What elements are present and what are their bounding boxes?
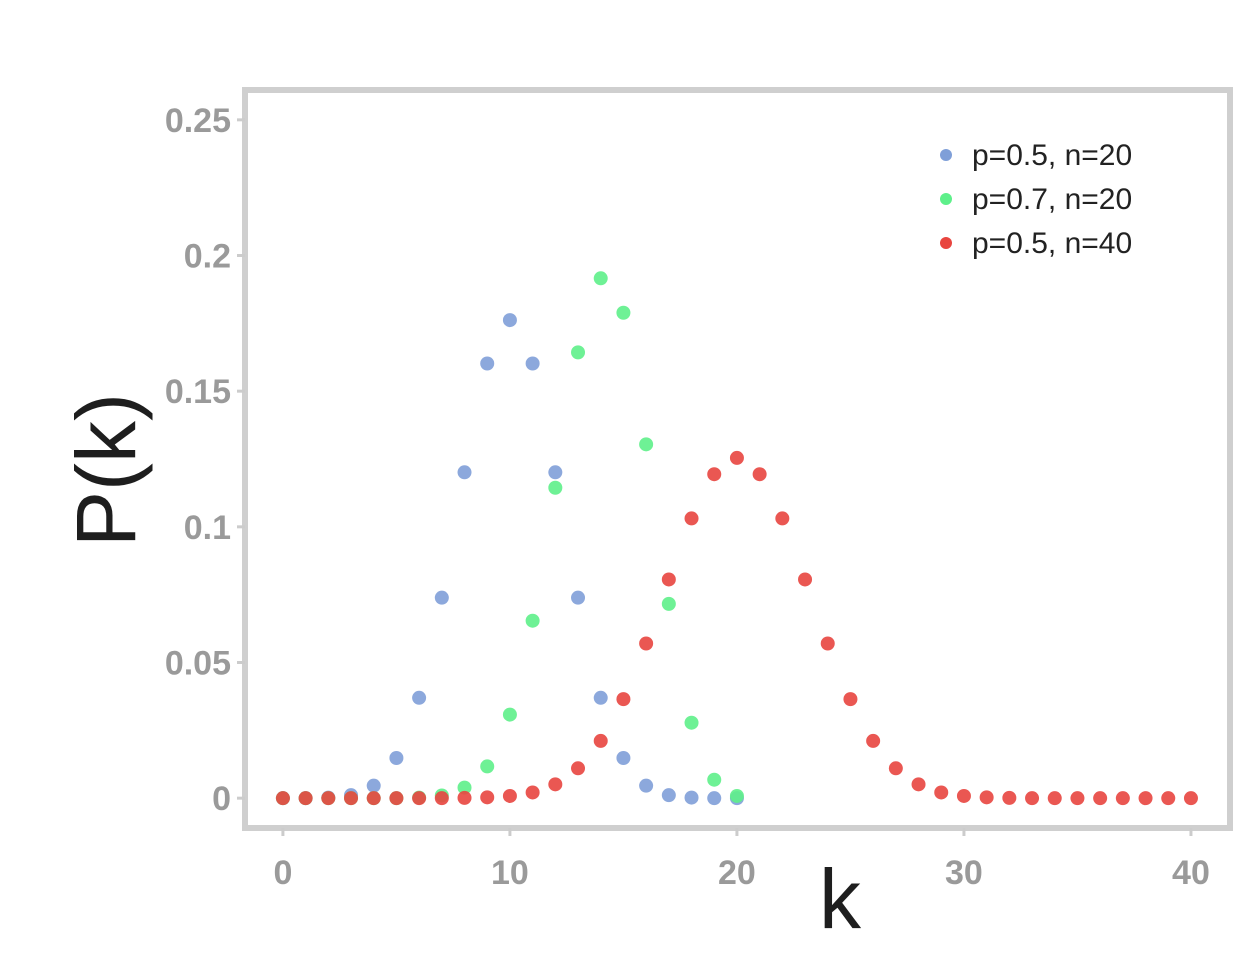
data-point — [729, 788, 744, 803]
data-point — [321, 791, 336, 806]
data-point — [525, 356, 540, 371]
data-point — [571, 590, 586, 605]
data-point — [639, 636, 654, 651]
data-point — [934, 785, 949, 800]
data-point — [571, 761, 586, 776]
x-tick-label: 30 — [945, 854, 983, 892]
data-point — [457, 465, 472, 480]
data-point — [389, 750, 404, 765]
data-point — [729, 450, 744, 465]
y-tick-label: 0 — [212, 780, 231, 818]
data-point — [956, 788, 971, 803]
data-point — [480, 790, 495, 805]
data-point — [911, 777, 926, 792]
data-point — [480, 759, 495, 774]
data-point — [457, 780, 472, 795]
data-point — [661, 572, 676, 587]
legend-label: p=0.5, n=20 — [972, 139, 1132, 172]
data-point — [1002, 790, 1017, 805]
data-point — [457, 790, 472, 805]
legend-marker — [940, 193, 952, 205]
data-point — [389, 791, 404, 806]
data-point — [548, 777, 563, 792]
x-tick-label: 40 — [1172, 854, 1210, 892]
y-tick-label: 0.2 — [184, 238, 231, 276]
data-point — [366, 778, 381, 793]
data-point — [502, 313, 517, 328]
data-point — [820, 636, 835, 651]
data-point — [344, 791, 359, 806]
data-point — [707, 467, 722, 482]
y-tick-label: 0.25 — [165, 102, 231, 140]
data-point — [593, 690, 608, 705]
data-point — [1047, 791, 1062, 806]
data-point — [571, 345, 586, 360]
data-point — [684, 715, 699, 730]
y-tick-label: 0.05 — [165, 644, 231, 682]
y-tick-label: 0.1 — [184, 509, 231, 547]
data-point — [866, 733, 881, 748]
data-point — [412, 690, 427, 705]
data-point — [661, 788, 676, 803]
data-point — [480, 356, 495, 371]
data-point — [1183, 791, 1198, 806]
data-point — [707, 791, 722, 806]
data-point — [775, 511, 790, 526]
legend-label: p=0.5, n=40 — [972, 227, 1132, 260]
legend-marker — [940, 237, 952, 249]
data-point — [616, 750, 631, 765]
legend-label: p=0.7, n=20 — [972, 183, 1132, 216]
data-point — [684, 790, 699, 805]
data-point — [366, 791, 381, 806]
data-point — [434, 791, 449, 806]
data-point — [275, 791, 290, 806]
data-point — [843, 692, 858, 707]
data-point — [1070, 791, 1085, 806]
data-point — [525, 613, 540, 628]
data-point — [707, 772, 722, 787]
legend-marker — [940, 149, 952, 161]
x-tick-label: 10 — [491, 854, 529, 892]
data-point — [661, 596, 676, 611]
data-point — [616, 692, 631, 707]
x-tick-label: 0 — [273, 854, 292, 892]
data-point — [593, 733, 608, 748]
data-point — [639, 778, 654, 793]
y-tick-label: 0.15 — [165, 373, 231, 411]
data-point — [1093, 791, 1108, 806]
data-point — [548, 465, 563, 480]
data-point — [798, 572, 813, 587]
data-point — [548, 480, 563, 495]
data-point — [298, 791, 313, 806]
data-point — [1138, 791, 1153, 806]
data-point — [684, 511, 699, 526]
data-point — [752, 467, 767, 482]
data-point — [1025, 791, 1040, 806]
data-point — [525, 785, 540, 800]
data-point — [639, 437, 654, 452]
y-axis-label: P(k) — [59, 393, 153, 547]
data-point — [593, 271, 608, 286]
data-point — [1161, 791, 1176, 806]
data-point — [1115, 791, 1130, 806]
x-tick-label: 20 — [718, 854, 756, 892]
data-point — [502, 707, 517, 722]
x-axis-label: k — [819, 852, 862, 946]
data-point — [979, 790, 994, 805]
data-point — [412, 791, 427, 806]
data-point — [888, 761, 903, 776]
data-point — [616, 305, 631, 320]
data-point — [434, 590, 449, 605]
data-point — [502, 788, 517, 803]
